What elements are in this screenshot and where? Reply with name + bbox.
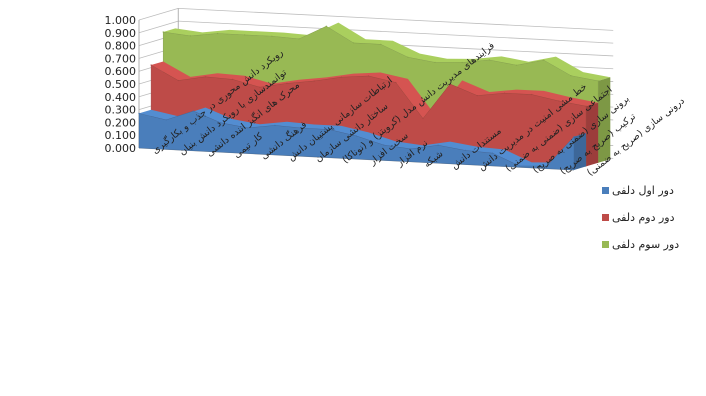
series-3-point-7	[325, 25, 327, 27]
series-2-point-12	[449, 83, 451, 85]
series-2-top-face	[151, 61, 599, 119]
series-2-point-9	[368, 75, 370, 77]
series-1-point-1	[138, 112, 140, 114]
legend: دور اول دلفی دور دوم دلفی دور سوم دلفی	[602, 184, 679, 251]
series-1-top-face	[139, 107, 587, 167]
series-3-point-14	[516, 64, 518, 66]
legend-swatch-3	[602, 241, 609, 248]
series-2-point-6	[286, 82, 288, 84]
series-1-area	[138, 110, 575, 171]
series-1-point-11	[410, 148, 412, 150]
series-1-point-7	[301, 127, 303, 129]
series-2-point-3	[204, 76, 207, 78]
series-3-point-3	[216, 32, 219, 35]
series-2-end-cap	[586, 102, 599, 167]
series-2-point-2	[177, 79, 179, 82]
legend-swatch-1	[602, 187, 609, 194]
y-tick-label: 0.500	[105, 78, 137, 91]
series-3-point-8	[352, 42, 355, 44]
y-tick-label: 0.000	[105, 142, 137, 155]
y-tick-label: 0.900	[105, 27, 137, 40]
series-1-point-12	[437, 144, 439, 146]
legend-label-1: دور اول دلفی	[612, 184, 674, 197]
series-2-point-4	[232, 78, 234, 80]
series-1-point-9	[355, 135, 358, 137]
gridline	[178, 7, 614, 31]
series-2-point-13	[476, 95, 478, 97]
y-tick-label: 0.300	[105, 104, 137, 117]
series-2-point-15	[531, 93, 533, 96]
series-1-point-2	[165, 119, 167, 121]
series-3-end-cap	[598, 77, 611, 163]
y-tick-label: 0.200	[105, 116, 137, 129]
series-1-point-6	[274, 124, 276, 126]
side-gridline	[138, 20, 179, 34]
series-3-point-9	[380, 43, 382, 45]
y-tick-label: 0.700	[105, 52, 137, 65]
legend-label-2: دور دوم دلفی	[612, 211, 675, 224]
series-2-point-17	[585, 105, 587, 107]
series-2-point-5	[259, 86, 261, 88]
series-3-point-5	[271, 35, 273, 37]
series-3-point-11	[434, 61, 436, 64]
series-1-point-14	[491, 152, 493, 154]
series-3-point-10	[407, 56, 409, 58]
y-tick-label: 0.100	[105, 129, 137, 142]
series-1-point-10	[383, 144, 385, 146]
series-3-point-2	[189, 35, 191, 37]
series-1-end-cap	[574, 133, 587, 170]
series-1-point-5	[247, 127, 249, 129]
series-3-point-1	[162, 31, 164, 33]
series-3-point-6	[298, 38, 300, 40]
series-3-point-17	[597, 80, 599, 82]
legend-swatch-2	[602, 214, 609, 221]
series-3-point-16	[570, 75, 572, 77]
series-3-point-4	[244, 34, 246, 36]
series-1-point-3	[192, 110, 194, 112]
y-tick-label: 0.800	[105, 40, 137, 53]
y-axis: 0.0000.1000.2000.3000.4000.5000.6000.700…	[105, 14, 137, 155]
series-1-point-15	[519, 165, 521, 167]
series-3-point-15	[543, 59, 545, 61]
series-1-point-13	[464, 149, 466, 151]
series-2-point-8	[340, 76, 342, 78]
series-1-point-8	[328, 128, 330, 131]
gridline	[178, 20, 614, 44]
series-1-point-4	[220, 122, 222, 124]
side-gridline	[138, 7, 179, 21]
series-layer	[138, 22, 611, 171]
y-tick-label: 0.400	[105, 91, 137, 104]
series-3-point-12	[461, 61, 463, 64]
series-2-point-1	[150, 64, 152, 66]
y-tick-label: 0.600	[105, 65, 137, 78]
y-tick-label: 1.000	[105, 14, 137, 27]
series-2-point-7	[313, 80, 315, 82]
series-2-point-14	[503, 92, 506, 94]
series-1-point-17	[573, 136, 575, 138]
series-2-point-10	[395, 81, 397, 84]
legend-label-3: دور سوم دلفی	[612, 238, 679, 251]
series-2-point-11	[422, 117, 424, 120]
series-2-point-16	[558, 100, 560, 102]
series-1-point-16	[546, 165, 548, 167]
series-3-point-13	[488, 59, 490, 61]
